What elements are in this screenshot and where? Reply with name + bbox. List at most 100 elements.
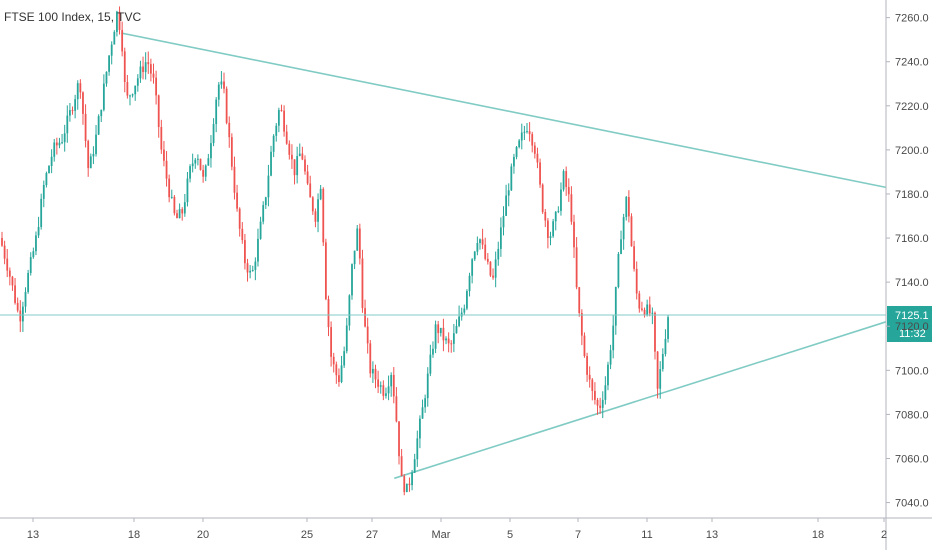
candle-body [251,269,254,271]
candle-body [591,379,594,391]
candle-body [108,55,110,72]
candle-body [194,159,197,164]
candle-body [82,92,84,114]
candle-body [573,221,575,248]
candle-body [667,317,669,339]
candle-body [35,235,37,252]
candle-body [442,327,445,341]
candle-body [202,169,205,177]
candle-body [560,189,562,211]
candle-body [24,291,27,307]
candle-body [596,399,599,406]
candle-body [351,264,353,296]
candle-body [340,365,343,382]
y-tick-label: 7200.0 [895,145,929,157]
candle-body [129,95,131,97]
candle-body [163,149,165,161]
candle-body [507,190,510,196]
candle-body [102,83,105,110]
candle-body [364,308,366,327]
candle-body [570,194,573,222]
candle-body [84,113,87,141]
candle-body [358,228,361,259]
x-tick-label: Mar [432,529,451,541]
candle-body [61,142,63,144]
candle-body [528,131,531,135]
candle-body [455,325,458,334]
x-tick-label: 20 [197,529,209,541]
candle-body [392,374,395,397]
candle-body [3,245,6,259]
candle-body [588,374,591,380]
trendline-lower[interactable] [394,321,887,480]
candle-body [533,145,536,154]
candle-body [142,66,144,73]
candle-body [476,242,479,252]
trendline-upper[interactable] [121,32,887,189]
candle-body [236,192,238,209]
candle-body [510,166,513,191]
candle-body [450,343,453,345]
candle-body [426,373,429,399]
candle-body [385,393,387,396]
candle-body [37,227,40,236]
candle-body [494,259,497,278]
candle-body [314,211,317,222]
candle-body [413,459,416,473]
candle-body [546,220,549,238]
candle-body [654,312,656,352]
candle-body [29,257,32,273]
candle-body [298,153,301,157]
candle-body [254,261,257,270]
candle-body [186,178,189,203]
candle-body [424,398,427,408]
candle-body [95,134,97,155]
candle-body [71,110,74,112]
candle-body [296,156,299,176]
candle-body [223,81,225,89]
candle-body [518,140,521,148]
candle-body [557,210,560,212]
candle-body [369,343,372,374]
candle-body [6,258,9,271]
candle-body [338,375,340,382]
candle-body [301,153,304,160]
y-tick-label: 7220.0 [895,101,929,113]
candle-body [259,221,262,239]
candle-body [160,127,163,150]
candle-body [565,171,568,188]
candle-body [434,324,437,349]
candle-body [233,166,236,193]
candle-body [170,196,173,198]
candle-body [110,44,113,56]
candle-body [371,368,374,374]
candle-body [541,184,544,213]
candle-body [27,272,30,292]
candle-body [648,304,651,314]
candle-body [55,142,58,146]
candle-body [625,197,628,218]
candle-body [144,62,147,73]
y-tick-label: 7080.0 [895,409,929,421]
y-tick-label: 7240.0 [895,57,929,69]
candle-body [196,158,199,160]
candle-body [230,137,233,167]
candle-body [207,158,210,166]
candle-body [463,308,466,313]
candle-body [262,205,265,222]
candle-body [267,175,270,198]
candle-body [429,354,432,374]
candle-body [353,250,356,265]
candle-body [238,208,241,229]
candle-body [105,71,108,84]
candle-body [324,242,327,300]
candle-body [656,351,659,389]
candle-body [468,275,471,292]
candle-body [173,196,176,214]
candle-body [155,77,158,96]
countdown-label-bg [887,323,932,342]
x-tick-label: 13 [27,529,39,541]
candle-body [554,211,557,222]
candle-body [204,165,207,177]
